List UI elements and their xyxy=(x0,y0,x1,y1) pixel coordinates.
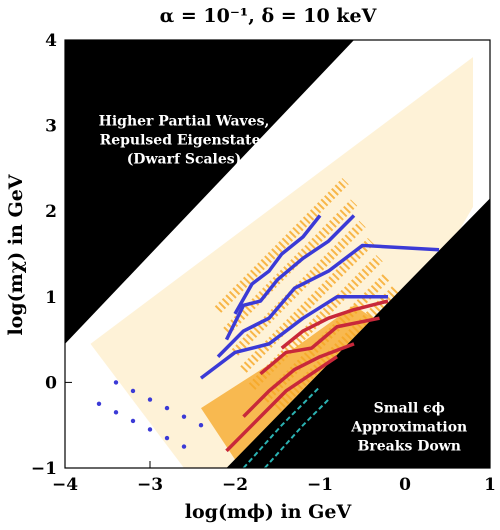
blue-point-2 xyxy=(130,418,136,424)
x-tick-label-1: −3 xyxy=(137,475,163,495)
blue-point-10 xyxy=(181,414,187,419)
x-tick-label-0: −4 xyxy=(52,475,78,495)
teal-dashed-curve-1 xyxy=(264,398,330,468)
annotation-1-line-2: Breaks Down xyxy=(358,438,461,454)
annotation-1-line-0: Small ϵϕ xyxy=(374,400,445,416)
annotation-0-line-1: Repulsed Eigenstates xyxy=(100,133,269,149)
blue-curve-0 xyxy=(233,214,322,315)
orange-band-2 xyxy=(231,220,366,356)
y-tick-label-1: 0 xyxy=(45,373,57,393)
y-axis-label: log(mχ) in GeV xyxy=(5,173,27,335)
blue-curve-1 xyxy=(224,214,356,341)
blue-point-3 xyxy=(147,427,153,432)
teal-dashed-curve-0 xyxy=(242,385,321,468)
blue-curve-2 xyxy=(216,243,440,358)
annotation-1-line-1: Approximation xyxy=(350,419,467,435)
y-tick-label-5: 4 xyxy=(45,31,57,51)
annotation-0: Higher Partial Waves, Repulsed Eigenstate… xyxy=(99,114,270,168)
blue-point-9 xyxy=(164,405,170,411)
blue-point-6 xyxy=(113,380,119,385)
blue-curve-3 xyxy=(199,295,388,380)
y-tick-label-4: 3 xyxy=(45,117,57,137)
plot-area xyxy=(64,39,491,469)
orange-band-3 xyxy=(240,237,375,373)
y-axis-ticks: −1 0 1 2 3 4 xyxy=(31,31,72,479)
chart-title: α = 10⁻¹, δ = 10 keV xyxy=(160,5,378,27)
blue-point-8 xyxy=(147,397,153,402)
x-axis-label: log(mϕ) in GeV xyxy=(185,501,353,523)
annotation-1: Small ϵϕ Approximation Breaks Down xyxy=(350,400,467,454)
y-tick-label-3: 2 xyxy=(45,202,57,222)
blue-point-1 xyxy=(113,410,119,415)
red-curve-1 xyxy=(259,316,380,376)
y-tick-label-2: 1 xyxy=(45,288,57,308)
plot-frame xyxy=(64,39,491,469)
red-curve-2 xyxy=(242,342,355,418)
annotations: Higher Partial Waves, Repulsed Eigenstate… xyxy=(99,114,468,455)
blue-point-0 xyxy=(96,401,102,406)
upper-excluded-region xyxy=(65,40,354,344)
orange-region xyxy=(201,305,380,460)
annotation-0-line-0: Higher Partial Waves, xyxy=(99,114,270,130)
blue-point-11 xyxy=(198,423,204,428)
x-tick-label-5: 1 xyxy=(484,475,496,495)
blue-point-7 xyxy=(130,388,136,394)
annotation-0-line-2: (Dwarf Scales) xyxy=(127,152,242,168)
x-tick-label-2: −2 xyxy=(222,475,248,495)
blue-point-5 xyxy=(181,444,187,449)
blue-point-4 xyxy=(164,435,170,441)
plot-content xyxy=(65,40,490,468)
red-curve-3 xyxy=(225,355,338,453)
lower-excluded-region xyxy=(226,198,490,468)
red-curve-0 xyxy=(280,299,389,350)
y-tick-label-0: −1 xyxy=(31,459,57,479)
orange-band-0 xyxy=(214,178,349,313)
x-tick-label-3: −1 xyxy=(307,475,333,495)
x-tick-label-4: 0 xyxy=(399,475,411,495)
orange-band-6 xyxy=(274,285,400,412)
x-axis-ticks: −4 −3 −2 −1 0 1 xyxy=(52,461,496,495)
